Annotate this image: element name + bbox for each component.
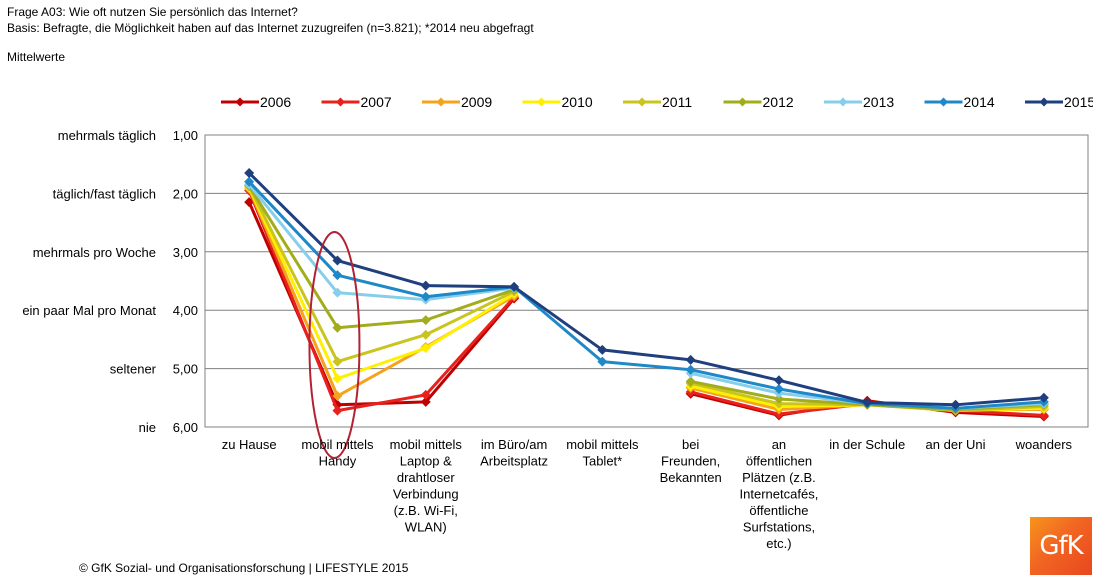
data-point-2014 — [685, 364, 696, 375]
y-category-label: mehrmals täglich — [58, 128, 156, 143]
data-point-2007 — [1038, 410, 1049, 421]
series-line-2015 — [248, 171, 1044, 407]
data-point-2013 — [332, 287, 343, 298]
series-2006 — [244, 197, 1049, 422]
x-tick-label: mobil mittels Laptop & drahtloser Verbindun… — [390, 437, 463, 535]
series-2009 — [244, 183, 1049, 415]
data-point-2015 — [332, 255, 343, 266]
legend-label-2012: 2012 — [763, 94, 794, 110]
y-category-label: seltener — [110, 362, 157, 377]
x-tick-label: zu Hause — [222, 437, 277, 452]
legend-label-2014: 2014 — [964, 94, 995, 110]
copyright-footer: © GfK Sozial- und Organisationsforschung… — [79, 561, 409, 575]
subtitle: Mittelwerte — [7, 50, 66, 64]
plot-area — [204, 134, 1089, 459]
legend-label-2015: 2015 — [1064, 94, 1093, 110]
legend-marker-2010 — [537, 97, 546, 107]
legend-label-2013: 2013 — [863, 94, 894, 110]
y-tick-label: 6,00 — [173, 420, 198, 435]
data-point-2010 — [420, 343, 431, 354]
legend-marker-2013 — [838, 97, 848, 107]
legend-label-2009: 2009 — [461, 94, 492, 110]
legend-marker-2009 — [436, 97, 446, 107]
series-line-2014 — [248, 180, 1044, 410]
legend-marker-2011 — [637, 97, 647, 107]
legend-marker-2006 — [235, 97, 245, 107]
data-point-2015 — [1038, 392, 1049, 403]
legend: 2006 2007 2009 2010 2011 2012 2013 2014 2015 — [221, 94, 1093, 110]
x-tick-label: an der Uni — [926, 437, 986, 452]
data-point-2015 — [509, 281, 520, 292]
legend-label-2006: 2006 — [260, 94, 291, 110]
series-line-2010 — [247, 186, 515, 381]
legend-label-2011: 2011 — [662, 94, 692, 110]
data-point-2007 — [332, 405, 343, 416]
data-point-2015 — [685, 354, 696, 365]
y-category-label: nie — [139, 420, 156, 435]
x-tick-label: an öffentlichen Plätzen (z.B. Internetcafés… — [740, 437, 819, 551]
x-tick-label: in der Schule — [829, 437, 905, 452]
data-point-2012 — [420, 315, 431, 326]
data-point-2015 — [773, 375, 784, 386]
y-tick-label: 1,00 — [173, 128, 198, 143]
data-point-2011 — [420, 329, 431, 340]
data-point-2009 — [332, 391, 343, 402]
legend-marker-2014 — [939, 97, 948, 107]
data-point-2015 — [244, 167, 255, 178]
gfk-logo-text: GfK — [1039, 531, 1083, 561]
data-point-2007 — [420, 389, 431, 400]
data-point-2006 — [420, 396, 431, 407]
y-category-label: ein paar Mal pro Monat — [22, 303, 156, 318]
x-tick-label: im Büro/am Arbeitsplatz — [480, 437, 548, 469]
series-line-2013 — [247, 183, 515, 302]
data-point-2010 — [332, 373, 343, 384]
series-line-2011 — [247, 185, 515, 364]
series-2013 — [244, 179, 1049, 414]
x-tick-label: woanders — [1015, 437, 1073, 452]
y-category-label: mehrmals pro Woche — [33, 245, 156, 260]
data-point-2015 — [597, 344, 608, 355]
basis-text: Basis: Befragte, die Möglichkeit haben a… — [7, 21, 534, 35]
x-tick-label: mobil mittels Handy — [301, 437, 374, 469]
series-line-2007 — [247, 189, 516, 413]
y-tick-label: 2,00 — [173, 186, 198, 201]
plot-border — [204, 134, 1089, 428]
data-point-2014 — [244, 176, 255, 187]
y-axis-labels: 1,00 mehrmals täglich 2,00 täglich/fast täg… — [22, 128, 198, 435]
series-2007 — [244, 185, 1049, 421]
question-text: Frage A03: Wie oft nutzen Sie persönlich… — [7, 5, 298, 19]
series-2015 — [244, 167, 1049, 410]
x-tick-label: mobil mittels Tablet* — [566, 437, 639, 469]
x-axis-labels: zu Hause mobil mittels Handy mobil mittels L… — [222, 437, 1073, 551]
gfk-logo: GfK — [1030, 517, 1092, 575]
data-point-2012 — [685, 376, 696, 387]
legend-marker-2007 — [336, 97, 345, 107]
data-point-2014 — [420, 291, 431, 302]
legend-label-2007: 2007 — [361, 94, 392, 110]
series-line-2012 — [247, 185, 515, 330]
highlight-ellipse — [308, 231, 361, 459]
legend-label-2010: 2010 — [562, 94, 593, 110]
data-point-2012 — [332, 322, 343, 333]
data-point-2014 — [332, 270, 343, 281]
y-category-label: täglich/fast täglich — [53, 186, 156, 201]
y-tick-label: 3,00 — [173, 245, 198, 260]
data-point-2014 — [773, 384, 784, 395]
x-tick-label: bei Freunden, Bekannten — [660, 437, 722, 485]
legend-marker-2012 — [738, 97, 747, 107]
data-point-2011 — [332, 356, 343, 367]
data-point-2015 — [862, 397, 873, 408]
y-tick-label: 5,00 — [173, 362, 198, 377]
y-tick-label: 4,00 — [173, 303, 198, 318]
legend-marker-2015 — [1039, 97, 1049, 107]
data-point-2015 — [420, 280, 431, 291]
data-point-2015 — [950, 399, 961, 410]
data-point-2012 — [773, 393, 784, 404]
data-point-2014 — [597, 356, 608, 367]
